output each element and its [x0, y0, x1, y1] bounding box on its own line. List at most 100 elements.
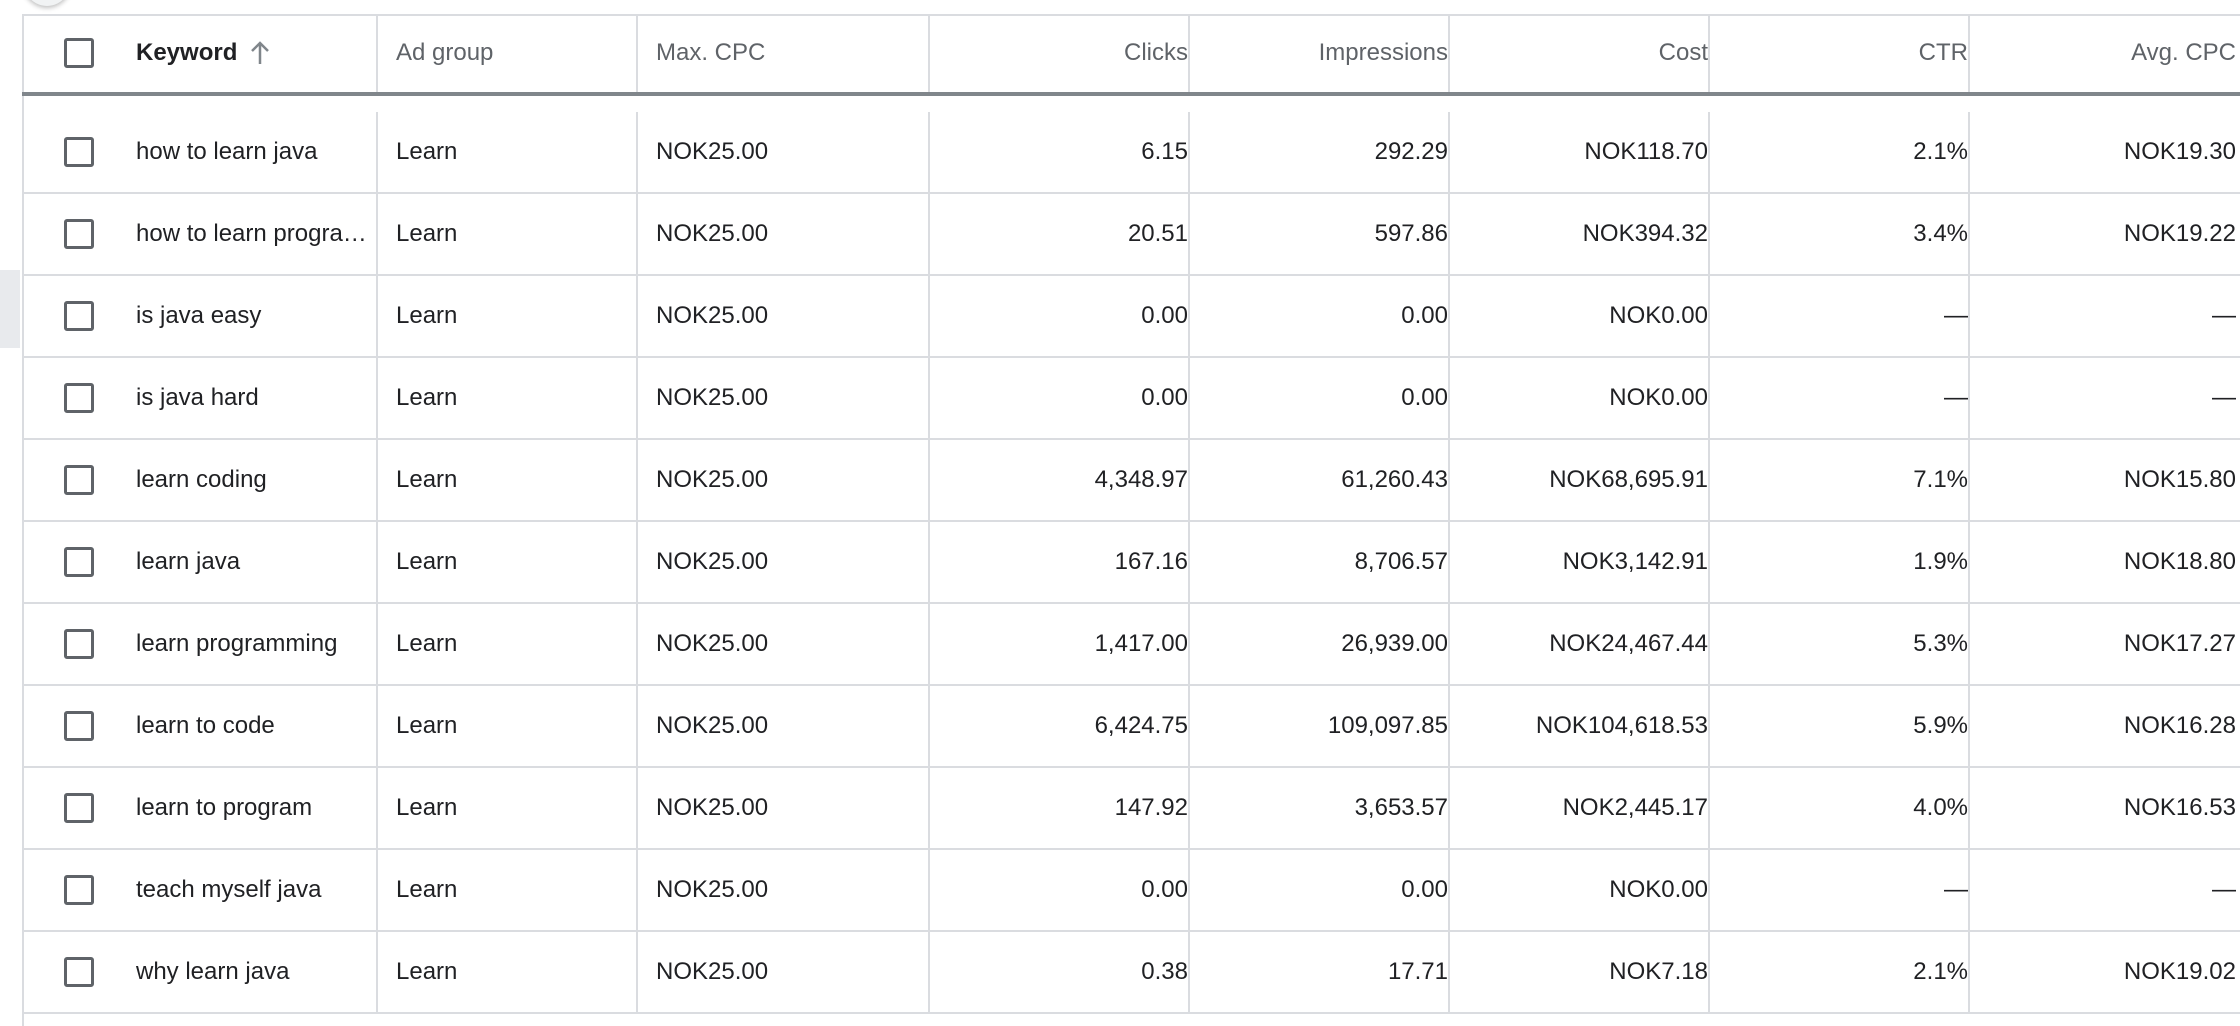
table-row[interactable]: learn to program Learn NOK25.00 147.92 3,653…	[22, 768, 2240, 850]
max-cpc-cell[interactable]: NOK25.00	[656, 384, 769, 411]
keyword-cell[interactable]: learn coding	[136, 466, 267, 493]
max-cpc-cell[interactable]: NOK25.00	[656, 220, 769, 247]
column-divider	[636, 358, 638, 438]
column-divider	[928, 14, 930, 92]
row-checkbox[interactable]	[64, 711, 94, 741]
column-header-avg-cpc[interactable]: Avg. CPC	[2131, 39, 2236, 66]
arrow-up-icon[interactable]	[249, 40, 271, 66]
table-row[interactable]: how to learn java Learn NOK25.00 6.15 292.29…	[22, 112, 2240, 194]
column-divider	[1188, 686, 1190, 766]
column-header-cost[interactable]: Cost	[1658, 39, 1708, 66]
side-panel-tab[interactable]	[0, 270, 20, 348]
clicks-cell: 4,348.97	[1094, 466, 1188, 493]
keyword-cell[interactable]: why learn java	[136, 958, 290, 985]
column-divider	[636, 850, 638, 930]
row-checkbox[interactable]	[64, 629, 94, 659]
column-header-impressions[interactable]: Impressions	[1318, 39, 1448, 66]
row-checkbox[interactable]	[64, 547, 94, 577]
column-divider	[636, 112, 638, 192]
keyword-cell[interactable]: learn java	[136, 548, 241, 575]
table-row[interactable]: learn to code Learn NOK25.00 6,424.75 109,09…	[22, 686, 2240, 768]
cost-cell: NOK0.00	[1609, 384, 1708, 411]
table-row[interactable]: learn java Learn NOK25.00 167.16 8,706.57 NOK…	[22, 522, 2240, 604]
max-cpc-cell[interactable]: NOK25.00	[656, 466, 769, 493]
ad-group-cell[interactable]: Learn	[396, 466, 458, 493]
max-cpc-cell[interactable]: NOK25.00	[656, 302, 769, 329]
floating-action-button[interactable]	[18, 0, 76, 6]
column-divider	[928, 768, 930, 848]
cost-cell: NOK68,695.91	[1549, 466, 1708, 493]
column-divider	[376, 686, 378, 766]
table-row[interactable]: is java hard Learn NOK25.00 0.00 0.00 NOK0.00…	[22, 358, 2240, 440]
keyword-cell[interactable]: learn programming	[136, 630, 338, 657]
max-cpc-cell[interactable]: NOK25.00	[656, 876, 769, 903]
ad-group-cell[interactable]: Learn	[396, 302, 458, 329]
table-row[interactable]: teach myself java Learn NOK25.00 0.00 0.00 NO…	[22, 850, 2240, 932]
ctr-cell: —	[1944, 384, 1968, 411]
impressions-cell: 17.71	[1387, 958, 1448, 985]
impressions-cell: 3,653.57	[1354, 794, 1448, 821]
ad-group-cell[interactable]: Learn	[396, 220, 458, 247]
table-row[interactable]: learn coding Learn NOK25.00 4,348.97 61,260.…	[22, 440, 2240, 522]
max-cpc-cell[interactable]: NOK25.00	[656, 630, 769, 657]
keyword-cell[interactable]: learn to program	[136, 794, 313, 821]
row-checkbox[interactable]	[64, 219, 94, 249]
row-checkbox[interactable]	[64, 957, 94, 987]
ad-group-cell[interactable]: Learn	[396, 712, 458, 739]
ctr-cell: 5.3%	[1913, 630, 1968, 657]
column-divider	[1188, 604, 1190, 684]
column-divider	[376, 522, 378, 602]
avg-cpc-cell: —	[2212, 302, 2236, 329]
impressions-cell: 597.86	[1374, 220, 1448, 247]
column-header-max-cpc[interactable]: Max. CPC	[656, 39, 766, 66]
keyword-cell[interactable]: is java easy	[136, 302, 262, 329]
column-divider	[376, 850, 378, 930]
keyword-cell[interactable]: learn to code	[136, 712, 275, 739]
table-row[interactable]: why learn java Learn NOK25.00 0.38 17.71 NOK7…	[22, 932, 2240, 1014]
ad-group-cell[interactable]: Learn	[396, 958, 458, 985]
column-header-clicks[interactable]: Clicks	[1124, 39, 1188, 66]
table-row[interactable]: learn programming Learn NOK25.00 1,417.00 26…	[22, 604, 2240, 686]
row-checkbox[interactable]	[64, 137, 94, 167]
column-header-ad-group[interactable]: Ad group	[396, 39, 494, 66]
ad-group-cell[interactable]: Learn	[396, 138, 458, 165]
column-divider	[636, 440, 638, 520]
max-cpc-cell[interactable]: NOK25.00	[656, 138, 769, 165]
table-row[interactable]: how to learn progra… Learn NOK25.00 20.51 59…	[22, 194, 2240, 276]
ad-group-cell[interactable]: Learn	[396, 794, 458, 821]
row-checkbox[interactable]	[64, 875, 94, 905]
column-divider	[1968, 932, 1970, 1012]
ad-group-cell[interactable]: Learn	[396, 548, 458, 575]
column-divider	[928, 850, 930, 930]
column-divider	[1188, 850, 1190, 930]
ctr-cell: 2.1%	[1913, 138, 1968, 165]
column-divider	[1968, 14, 1970, 92]
keyword-cell[interactable]: how to learn progra…	[136, 220, 367, 247]
ad-group-cell[interactable]: Learn	[396, 384, 458, 411]
ctr-cell: 1.9%	[1913, 548, 1968, 575]
keyword-cell[interactable]: teach myself java	[136, 876, 322, 903]
row-checkbox[interactable]	[64, 793, 94, 823]
max-cpc-cell[interactable]: NOK25.00	[656, 958, 769, 985]
max-cpc-cell[interactable]: NOK25.00	[656, 794, 769, 821]
column-divider	[1968, 768, 1970, 848]
keyword-cell[interactable]: how to learn java	[136, 138, 318, 165]
column-divider	[1708, 768, 1710, 848]
ad-group-cell[interactable]: Learn	[396, 630, 458, 657]
keyword-cell[interactable]: is java hard	[136, 384, 259, 411]
max-cpc-cell[interactable]: NOK25.00	[656, 712, 769, 739]
select-all-checkbox[interactable]	[64, 38, 94, 68]
row-checkbox[interactable]	[64, 465, 94, 495]
column-divider	[928, 604, 930, 684]
column-header-ctr[interactable]: CTR	[1918, 39, 1968, 66]
table-row[interactable]: is java easy Learn NOK25.00 0.00 0.00 NOK0.00…	[22, 276, 2240, 358]
ad-group-cell[interactable]: Learn	[396, 876, 458, 903]
max-cpc-cell[interactable]: NOK25.00	[656, 548, 769, 575]
column-divider	[636, 604, 638, 684]
row-checkbox[interactable]	[64, 301, 94, 331]
row-checkbox[interactable]	[64, 383, 94, 413]
impressions-cell: 8,706.57	[1354, 548, 1448, 575]
column-header-keyword[interactable]: Keyword	[136, 14, 376, 92]
impressions-cell: 61,260.43	[1341, 466, 1448, 493]
ctr-cell: —	[1944, 876, 1968, 903]
